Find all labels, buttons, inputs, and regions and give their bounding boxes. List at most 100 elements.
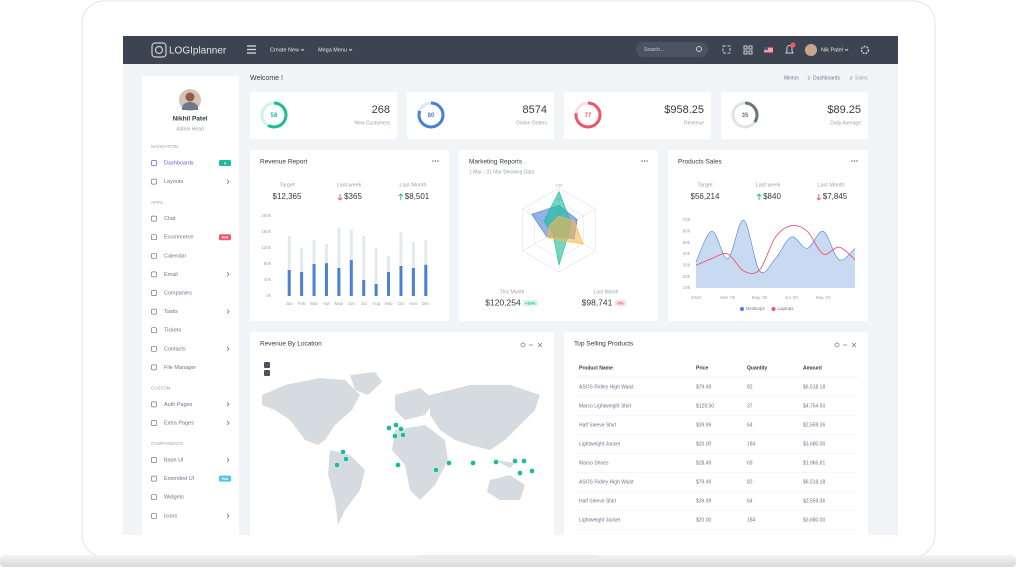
menu-item[interactable]: Tickets — [164, 328, 181, 334]
land — [430, 385, 540, 450]
menu-item[interactable]: Companies — [164, 290, 192, 296]
menu-icon — [151, 401, 157, 408]
fullscreen-icon[interactable] — [722, 45, 731, 54]
card — [407, 92, 554, 139]
y-tick-label: 40k — [264, 277, 272, 282]
panel-menu-dot[interactable] — [851, 160, 853, 162]
map-marker[interactable] — [521, 458, 527, 464]
summary-label: Last Month — [399, 182, 426, 188]
panel-menu-dot[interactable] — [643, 160, 646, 162]
caret — [300, 48, 305, 52]
menu-icon — [151, 512, 157, 519]
menu-item[interactable]: Widgets — [164, 495, 184, 501]
map-marker[interactable] — [343, 456, 349, 462]
map-marker[interactable] — [493, 459, 499, 465]
bar — [362, 236, 366, 296]
panel-title: Products Sales — [678, 159, 722, 166]
menu-item[interactable]: Auth Pages — [164, 402, 193, 408]
legend-label: Laptops — [778, 306, 795, 311]
y-tick-label: 80k — [264, 261, 272, 266]
table-cell: $3,680.00 — [803, 441, 825, 447]
map-marker[interactable] — [398, 426, 404, 432]
map-marker[interactable] — [395, 462, 401, 468]
topbar-menu[interactable]: Mega Menu — [318, 47, 347, 53]
panel-title: Marketing Reports — [469, 159, 523, 166]
menu-item[interactable]: Icons — [164, 513, 177, 519]
map-marker[interactable] — [433, 467, 439, 473]
panel-menu-dot[interactable] — [853, 160, 856, 162]
panel-menu-dot[interactable] — [437, 160, 439, 162]
zoom-out[interactable] — [264, 370, 270, 376]
close-icon[interactable] — [537, 342, 543, 348]
sidebar — [142, 76, 239, 535]
panel-menu-dot[interactable] — [434, 160, 437, 162]
map-marker[interactable] — [470, 460, 476, 466]
menu-item[interactable]: Base UI — [164, 457, 184, 463]
panel-menu-dot[interactable] — [646, 160, 648, 162]
hamburger[interactable] — [247, 45, 256, 54]
panel-menu-dot[interactable] — [432, 160, 434, 162]
land — [328, 450, 365, 525]
summary-value: $840 — [763, 192, 781, 201]
table-cell: 64 — [747, 422, 753, 428]
bell-icon[interactable] — [785, 45, 794, 54]
menu-item[interactable]: File Manager — [164, 365, 196, 371]
close-icon[interactable] — [851, 342, 857, 348]
menu-item[interactable]: Calendar — [164, 253, 186, 259]
card — [564, 92, 711, 139]
panel-menu-dot[interactable] — [641, 160, 643, 162]
menu-badge-text: Hot — [222, 476, 229, 481]
menu-item[interactable]: Tasks — [164, 309, 178, 315]
trend-arrow — [398, 193, 404, 200]
land — [392, 425, 448, 500]
zoom-in[interactable] — [264, 362, 270, 368]
map-marker[interactable] — [446, 460, 452, 466]
topbar-menu[interactable]: Create New — [270, 47, 299, 53]
user-avatar[interactable] — [805, 44, 817, 56]
x-tick-label: Jan — [286, 301, 294, 306]
menu-item[interactable]: Extended UI — [164, 476, 195, 482]
flag-icon[interactable] — [764, 47, 773, 53]
table-cell: $2,559.36 — [803, 422, 825, 428]
search-box[interactable] — [636, 42, 708, 57]
refresh-icon[interactable] — [520, 342, 526, 348]
bar — [374, 284, 378, 296]
panel-subtitle: 1 Mar - 31 Mar Showing Data — [469, 169, 535, 175]
table-cell: $20.00 — [696, 517, 712, 523]
breadcrumb[interactable]: Dashboards — [813, 75, 840, 81]
menu-item[interactable]: Layouts — [164, 179, 184, 185]
menu-icon — [151, 457, 157, 463]
menu-item[interactable]: Contacts — [164, 346, 186, 352]
menu-item[interactable]: Ecommerce — [164, 235, 193, 241]
map-marker[interactable] — [334, 462, 340, 468]
breadcrumb[interactable]: Minton — [784, 75, 799, 81]
panel-menu-dot[interactable] — [856, 160, 858, 162]
radar-area — [546, 215, 584, 245]
apps-icon[interactable] — [743, 45, 753, 55]
map-marker[interactable] — [400, 432, 406, 438]
map-marker[interactable] — [517, 470, 523, 476]
menu-item[interactable]: Extra Pages — [164, 420, 194, 426]
table-cell: 184 — [747, 441, 756, 447]
map-marker[interactable] — [340, 449, 346, 455]
user-name[interactable]: Nik Patel — [821, 47, 843, 53]
map-marker[interactable] — [386, 425, 392, 431]
refresh-icon[interactable] — [834, 342, 840, 348]
land — [495, 460, 515, 468]
menu-icon — [151, 308, 157, 315]
settings-icon[interactable] — [860, 45, 870, 55]
map-marker[interactable] — [529, 468, 535, 474]
menu-item[interactable]: Chat — [164, 216, 176, 222]
menu-item[interactable]: Dashboards — [164, 160, 194, 166]
legend-dot — [740, 307, 744, 311]
chevron — [226, 420, 230, 426]
stat-label: New Customers — [354, 120, 390, 126]
x-tick-label: Sep — [385, 301, 394, 306]
stat-value: $89.25 — [827, 104, 861, 116]
map-marker[interactable] — [392, 433, 398, 439]
map-marker[interactable] — [512, 458, 518, 464]
map-marker[interactable] — [393, 422, 399, 428]
search-placeholder[interactable]: Search... — [644, 47, 664, 53]
x-tick-label: Aug — [372, 301, 381, 306]
menu-item[interactable]: Email — [164, 272, 178, 278]
